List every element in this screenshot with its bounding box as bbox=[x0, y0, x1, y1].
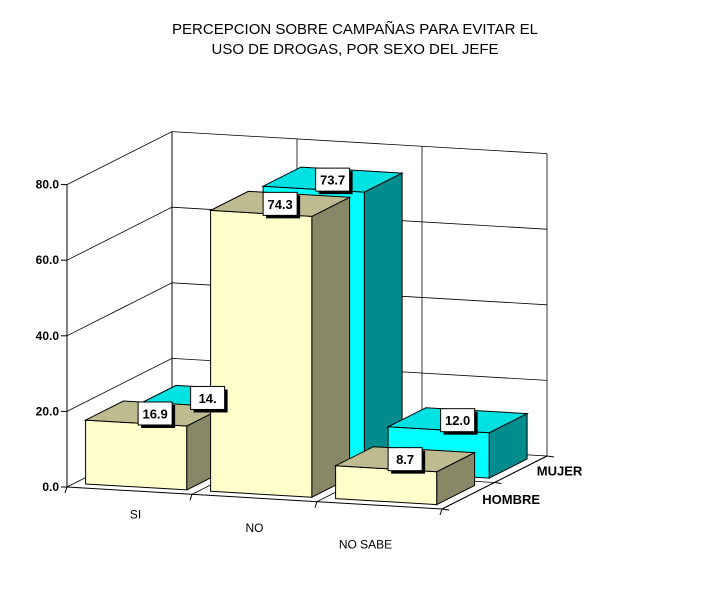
data-label-text: 74.3 bbox=[267, 197, 292, 212]
y-tick-label: 20.0 bbox=[36, 404, 60, 418]
data-label: 12.0 bbox=[440, 408, 478, 435]
data-label: 74.3 bbox=[262, 191, 301, 219]
x-tick-mark bbox=[64, 486, 68, 494]
series-label: HOMBRE bbox=[482, 492, 540, 507]
data-label-box bbox=[262, 191, 298, 216]
x-tick-mark bbox=[314, 501, 318, 508]
x-axis-line bbox=[66, 486, 443, 510]
category-label: SI bbox=[130, 508, 141, 522]
depth-tick-mark bbox=[494, 482, 502, 484]
depth-tick-mark bbox=[441, 508, 450, 511]
bar-front-face bbox=[85, 419, 188, 491]
y-tick-label: 80.0 bbox=[36, 178, 60, 192]
category-label: NO SABE bbox=[339, 537, 392, 551]
bar-front-face bbox=[210, 209, 313, 498]
y-tick-label: 0.0 bbox=[42, 480, 59, 494]
data-label-box bbox=[440, 408, 476, 433]
data-label-box bbox=[190, 385, 226, 410]
data-label-text: 16.9 bbox=[142, 406, 167, 421]
data-label: 8.7 bbox=[387, 447, 426, 474]
data-label-text: 73.7 bbox=[320, 173, 345, 188]
data-label-box bbox=[315, 167, 351, 192]
bar bbox=[208, 190, 352, 499]
depth-tick-mark bbox=[546, 455, 555, 458]
data-label-box bbox=[387, 447, 423, 472]
chart-title-line-1: PERCEPCION SOBRE CAMPAÑAS PARA EVITAR EL bbox=[172, 21, 538, 38]
data-label-text: 14. bbox=[199, 391, 217, 406]
data-label-box bbox=[137, 401, 173, 426]
chart-title-line-2: USO DE DROGAS, POR SEXO DEL JEFE bbox=[211, 41, 498, 58]
data-label-text: 8.7 bbox=[396, 452, 414, 467]
x-tick-mark bbox=[439, 508, 443, 516]
y-tick-label: 60.0 bbox=[36, 253, 60, 267]
data-label-text: 12.0 bbox=[445, 413, 470, 428]
data-label: 14. bbox=[190, 385, 228, 413]
y-tick-label: 40.0 bbox=[36, 329, 60, 343]
bar-side-face bbox=[311, 196, 351, 499]
series-label: MUJER bbox=[537, 463, 583, 478]
x-tick-mark bbox=[189, 494, 193, 501]
category-label: NO bbox=[246, 521, 264, 535]
data-label: 16.9 bbox=[137, 401, 176, 428]
bar bbox=[333, 446, 477, 506]
data-label: 73.7 bbox=[315, 167, 353, 195]
